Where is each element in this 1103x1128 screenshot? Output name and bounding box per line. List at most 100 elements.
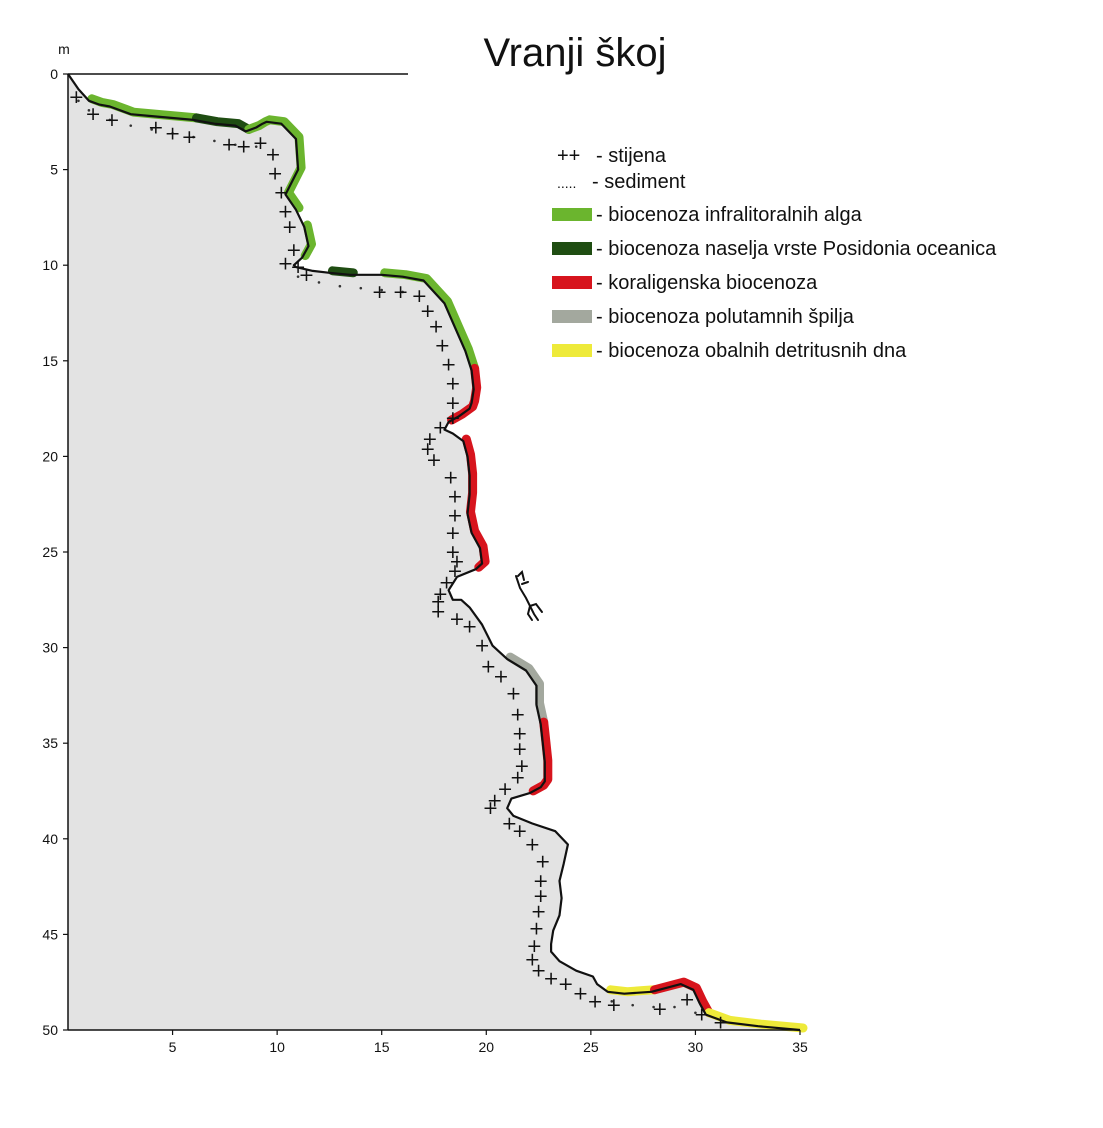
sediment-dot xyxy=(652,1005,655,1009)
rock-marker: + xyxy=(426,449,442,471)
rock-marker: + xyxy=(282,216,298,238)
rock-marker: + xyxy=(447,505,463,527)
sediment-dot xyxy=(296,275,300,278)
rock-marker: + xyxy=(526,935,542,957)
x-tick-label-5: 5 xyxy=(169,1039,177,1055)
profile-outline xyxy=(67,73,801,1032)
rock-marker: + xyxy=(443,466,459,488)
biocenosis-segment-infralittoral-algae xyxy=(300,220,316,261)
rock-marker: + xyxy=(524,948,540,970)
rock-marker: + xyxy=(420,300,436,322)
rock-marker: + xyxy=(449,608,465,630)
y-tick-label-50: 50 xyxy=(42,1022,58,1038)
y-tick-label-5: 5 xyxy=(50,162,58,178)
rock-marker: + xyxy=(278,201,294,223)
rock-marker: + xyxy=(533,885,549,907)
sediment-dot xyxy=(254,145,258,148)
sediment-dot xyxy=(213,139,216,143)
rock-marker: + xyxy=(372,281,388,303)
rock-marker: + xyxy=(298,264,314,286)
sediment-dot xyxy=(108,118,112,122)
y-tick-label-40: 40 xyxy=(42,831,58,847)
rock-marker: + xyxy=(558,973,574,995)
sediment-dot xyxy=(401,290,404,294)
rock-marker: + xyxy=(286,239,302,261)
rock-marker: + xyxy=(165,122,181,144)
biocenosis-segment-infralittoral-algae xyxy=(380,268,480,373)
biocenosis-segment-infralittoral-algae xyxy=(87,94,201,123)
rock-marker: + xyxy=(430,591,446,613)
sediment-dot xyxy=(380,288,384,292)
biocenosis-segment-coralligenous xyxy=(461,434,490,572)
rock-marker: + xyxy=(510,767,526,789)
rock-marker: + xyxy=(85,103,101,125)
rock-marker: + xyxy=(483,797,499,819)
rock-marker: + xyxy=(445,407,461,429)
profile-outline-layer xyxy=(67,73,801,1032)
rock-marker: + xyxy=(512,738,528,760)
rock-marker: + xyxy=(181,126,197,148)
chart-title: Vranji škoj xyxy=(483,31,666,75)
rock-marker: + xyxy=(236,136,252,158)
biocenosis-segments-layer xyxy=(87,94,808,1033)
y-tick-label-30: 30 xyxy=(42,640,58,656)
rock-marker: + xyxy=(462,616,478,638)
sediment-dot xyxy=(87,109,91,112)
sediment-dot xyxy=(77,99,80,103)
y-tick-label-35: 35 xyxy=(42,735,58,751)
rock-marker: + xyxy=(411,285,427,307)
y-axis-unit: m xyxy=(58,41,70,57)
rock-marker: + xyxy=(652,998,668,1020)
rock-marker: + xyxy=(713,1011,729,1033)
rock-marker: + xyxy=(501,813,517,835)
legend-label-coralligenous: - koraligenska biocenoza xyxy=(596,272,818,294)
rock-marker: + xyxy=(493,665,509,687)
rock-marker: + xyxy=(533,870,549,892)
rock-marker: + xyxy=(512,723,528,745)
rock-marker: + xyxy=(393,281,409,303)
sediment-dot xyxy=(129,124,133,127)
rock-marker: + xyxy=(252,132,268,154)
legend-label-semi-dark-caves: - biocenoza polutamnih špilja xyxy=(596,306,855,328)
legend-swatch-infralittoral-algae xyxy=(552,208,592,221)
biocenosis-segment-coralligenous xyxy=(650,977,714,1018)
biocenosis-segment-coastal-detritic xyxy=(704,1008,808,1033)
rock-marker: + xyxy=(531,900,547,922)
y-tick-label-45: 45 xyxy=(42,926,58,942)
y-tick-label-25: 25 xyxy=(42,544,58,560)
sediment-dot xyxy=(631,1003,634,1007)
rock-marker: + xyxy=(104,109,120,131)
sediment-dot xyxy=(338,284,342,288)
y-tick-label-15: 15 xyxy=(42,353,58,369)
biocenosis-segment-posidonia xyxy=(327,266,358,278)
rock-marker: + xyxy=(531,960,547,982)
rock-marker: + xyxy=(434,335,450,357)
rock-marker: + xyxy=(273,182,289,204)
rock-marker: + xyxy=(430,600,446,622)
sediment-dot xyxy=(610,1000,614,1003)
axes-layer: 0 5 10 15 20 25 30 35 40 45 50 5 10 15 20 25 30 35 xyxy=(42,66,808,1055)
x-tick-label-20: 20 xyxy=(478,1039,494,1055)
legend: ++ - stijena ..... - sediment - biocenoz… xyxy=(552,145,997,362)
rock-marker: + xyxy=(278,252,294,274)
legend-label-sediment: - sediment xyxy=(592,171,686,193)
sediment-dot xyxy=(673,1005,676,1009)
rock-area xyxy=(68,74,800,1030)
x-tick-label-25: 25 xyxy=(583,1039,599,1055)
rock-marker: + xyxy=(445,522,461,544)
rock-marker: + xyxy=(480,656,496,678)
sediment-dot xyxy=(192,135,195,139)
legend-swatch-semi-dark-caves xyxy=(552,310,592,323)
x-tick-label-15: 15 xyxy=(374,1039,390,1055)
rock-marker-layer: ++ + + + + ++ +++++++++++ + ++++++++++++++++++++… xyxy=(68,86,728,1033)
x-tick-label-35: 35 xyxy=(792,1039,808,1055)
biocenosis-segment-coastal-detritic xyxy=(606,985,659,997)
rock-marker: + xyxy=(529,918,545,940)
rock-marker: + xyxy=(514,755,530,777)
rock-marker: + xyxy=(474,635,490,657)
legend-symbol-sediment: ..... xyxy=(557,175,576,191)
rock-marker: + xyxy=(606,994,622,1016)
biocenosis-segment-posidonia xyxy=(192,113,254,134)
rock-marker: + xyxy=(447,486,463,508)
rock-marker: + xyxy=(420,438,436,460)
